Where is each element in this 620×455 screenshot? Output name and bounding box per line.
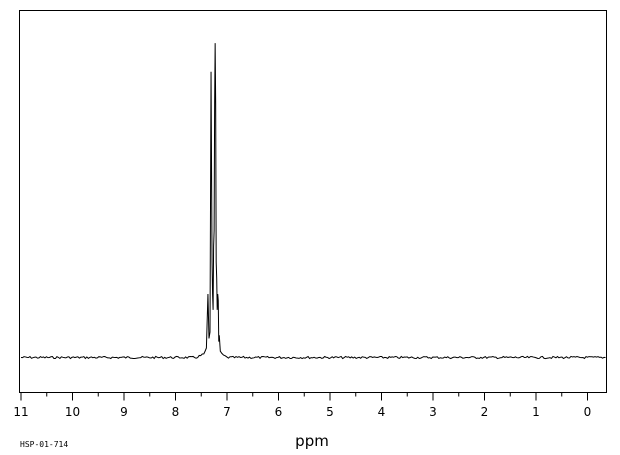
tick-label: 8 (172, 405, 180, 419)
tick-label: 10 (65, 405, 80, 419)
tick-label: 3 (429, 405, 437, 419)
plot-frame (19, 10, 607, 393)
tick-label: 2 (481, 405, 489, 419)
spectrum-code: HSP-01-714 (20, 440, 68, 449)
tick-label: 6 (275, 405, 283, 419)
tick-label: 1 (532, 405, 540, 419)
tick-label: 4 (378, 405, 386, 419)
tick-label: 7 (223, 405, 231, 419)
tick-label: 0 (584, 405, 592, 419)
x-axis-ticks (20, 392, 588, 401)
x-axis-tick-labels: 11 10 9 8 7 6 5 4 3 2 1 0 (13, 405, 591, 419)
x-axis-label: ppm (295, 432, 329, 450)
tick-label: 9 (120, 405, 128, 419)
spectrum-trace (20, 43, 606, 360)
tick-label: 5 (326, 405, 334, 419)
tick-label: 11 (13, 405, 28, 419)
